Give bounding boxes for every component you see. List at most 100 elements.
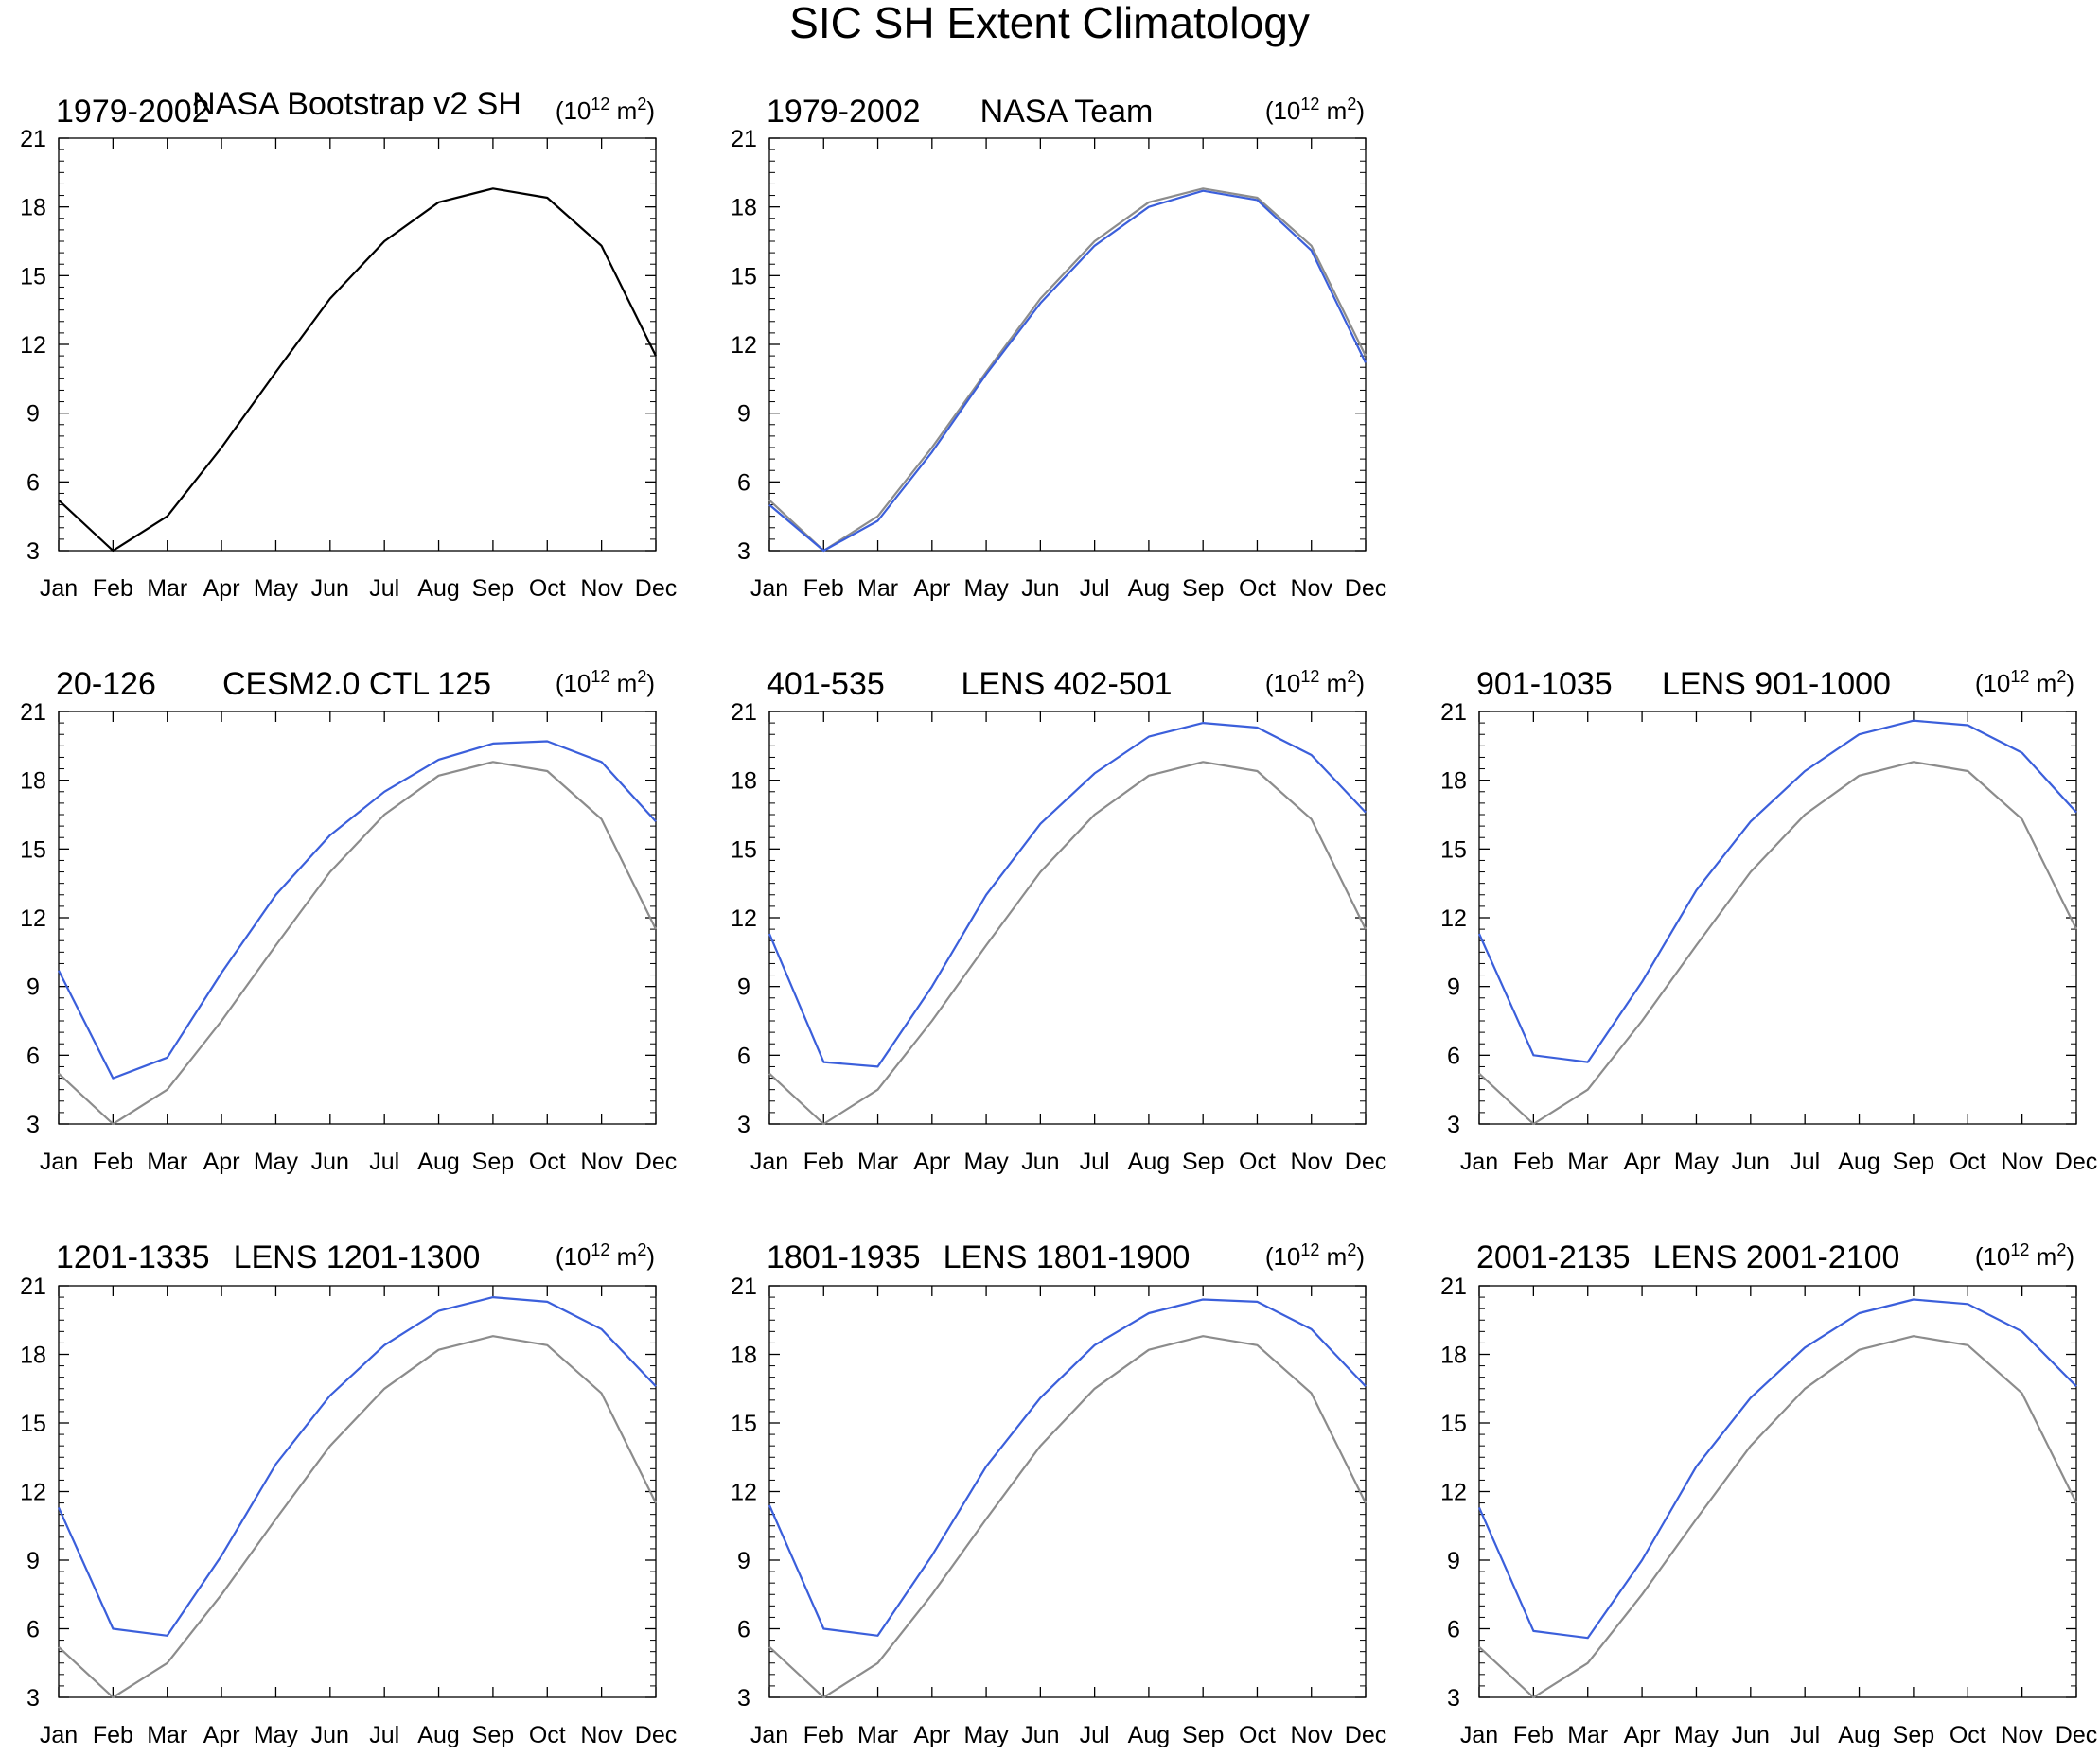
panel-2-xtick-label: Feb: [803, 575, 844, 602]
panel-3-ytick-label: 6: [26, 1043, 40, 1069]
panel-4-title: LENS 402-501: [961, 666, 1172, 702]
panel-1-xtick-label: Dec: [635, 575, 677, 602]
panel-5-xtick-label: Sep: [1893, 1149, 1934, 1175]
panel-1-ytick-label: 12: [20, 332, 46, 359]
panel-5-xtick-label: Nov: [2001, 1149, 2043, 1175]
panel-4-xtick-label: Apr: [913, 1149, 950, 1175]
panel-1-xtick-label: Jun: [311, 575, 349, 602]
panel-4-ytick-label: 15: [731, 836, 757, 863]
panel-2-xtick-label: May: [963, 575, 1009, 602]
panel-5-ytick-label: 21: [1440, 699, 1467, 726]
panel-4-xtick-label: Nov: [1290, 1149, 1332, 1175]
panel-5-xtick-label: Jul: [1790, 1149, 1820, 1175]
panel-3-title: CESM2.0 CTL 125: [222, 666, 491, 702]
panel-1-ytick-label: 6: [26, 469, 40, 496]
panel-1-xtick-label: May: [254, 575, 299, 602]
panel-7-xtick-label: Feb: [803, 1722, 844, 1748]
panel-3-period: 20-126: [56, 666, 156, 702]
panel-5-ytick-label: 9: [1447, 975, 1460, 1001]
panel-4-frame: [768, 711, 1367, 1125]
panel-7-series-lens-1801-1900: [768, 1298, 1367, 1637]
panel-6-ytick-label: 9: [26, 1548, 40, 1574]
panel-8-ytick-label: 6: [1447, 1617, 1460, 1643]
panel-8-xtick-label: Jul: [1790, 1722, 1820, 1748]
panel-1-xtick-label: Nov: [580, 575, 623, 602]
panel-5-series-lens-901-1000: [1477, 719, 2077, 1063]
panel-7-xtick-label: Jan: [750, 1722, 788, 1748]
panel-7-xtick-label: Apr: [913, 1722, 950, 1748]
panel-5-series-nasa-bootstrap-v2-sh: [1478, 761, 2077, 1126]
panel-2-xtick-label: Mar: [857, 575, 898, 602]
panel-3-ytick-label: 21: [20, 699, 46, 726]
panel-6-xtick-label: Mar: [147, 1722, 187, 1748]
panel-4-xtick-label: Sep: [1182, 1149, 1224, 1175]
figure-title: SIC SH Extent Climatology: [789, 0, 1310, 47]
panel-3-xtick-label: Nov: [580, 1149, 623, 1175]
panel-3-xtick-label: Aug: [417, 1149, 459, 1175]
panel-7-xtick-label: Jun: [1021, 1722, 1059, 1748]
panel-2-xtick-label: Jan: [750, 575, 788, 602]
panel-2-units: (1012 m2): [1265, 95, 1365, 125]
panel-7-xtick-label: Aug: [1128, 1722, 1170, 1748]
panel-2: 1979-2002 NASA Team (1012 m2) 3 6 9 12 15 18 2…: [731, 94, 1386, 602]
panel-1-xtick-label: Jan: [40, 575, 78, 602]
panel-5-xtick-label: Dec: [2056, 1149, 2097, 1175]
panel-6-units: (1012 m2): [556, 1240, 655, 1271]
panel-8: 2001-2135 LENS 2001-2100 (1012 m2) 3 6 9 12…: [1440, 1239, 2097, 1748]
panel-7-frame: [768, 1285, 1367, 1698]
panel-1-xtick-label: Sep: [472, 575, 514, 602]
panel-4-xtick-label: Mar: [857, 1149, 898, 1175]
panel-1-xtick-label: Jul: [369, 575, 399, 602]
panel-6-series-lens-1201-1300: [57, 1295, 657, 1637]
panel-8-units: (1012 m2): [1975, 1240, 2074, 1271]
panel-1-xtick-label: Aug: [417, 575, 459, 602]
panel-3-xtick-label: Oct: [529, 1149, 566, 1175]
panel-2-xtick-label: Nov: [1290, 575, 1332, 602]
panel-2-series-nasa-team: [768, 189, 1367, 553]
panel-1-ytick-label: 21: [20, 126, 46, 152]
panel-6-frame: [58, 1285, 657, 1698]
panel-6-ytick-label: 15: [20, 1411, 46, 1437]
panel-5-ytick-label: 6: [1447, 1043, 1460, 1069]
panel-7-series-nasa-bootstrap-v2-sh: [768, 1335, 1367, 1699]
panel-7-ytick-label: 21: [731, 1273, 757, 1300]
panel-6-xtick-label: Jul: [369, 1722, 399, 1748]
panel-4-xtick-label: Jun: [1021, 1149, 1059, 1175]
panel-6-xtick-label: Apr: [203, 1722, 240, 1748]
panel-4-xtick-label: Dec: [1345, 1149, 1386, 1175]
panel-1-frame: [58, 137, 657, 552]
panel-5-ytick-label: 18: [1440, 768, 1467, 795]
panel-5-ytick-label: 15: [1440, 836, 1467, 863]
panel-3-ytick-label: 9: [26, 975, 40, 1001]
panel-3-ytick-label: 12: [20, 905, 46, 932]
panel-8-series-nasa-bootstrap-v2-sh: [1478, 1335, 2077, 1699]
panel-5-xtick-label: Jan: [1460, 1149, 1498, 1175]
panel-3-series-cesm2-0-ctl-125: [58, 740, 657, 1080]
panel-8-ytick-label: 18: [1440, 1343, 1467, 1369]
panel-6-xtick-label: Jan: [40, 1722, 78, 1748]
panel-3-frame: [58, 711, 657, 1125]
panel-3: 20-126 CESM2.0 CTL 125 (1012 m2) 3 6 9 12 15…: [20, 666, 677, 1175]
panel-8-xtick-label: Dec: [2056, 1722, 2097, 1748]
panel-8-period: 2001-2135: [1476, 1239, 1631, 1275]
panel-7: 1801-1935 LENS 1801-1900 (1012 m2) 3 6 9 12…: [731, 1239, 1386, 1748]
panel-4-ytick-label: 3: [737, 1112, 750, 1138]
panel-8-xtick-label: Sep: [1893, 1722, 1934, 1748]
panel-3-xtick-label: Jul: [369, 1149, 399, 1175]
panel-3-series-nasa-bootstrap-v2-sh: [58, 761, 657, 1126]
panel-8-xtick-label: Aug: [1838, 1722, 1879, 1748]
panel-2-xtick-label: Jul: [1080, 575, 1110, 602]
panel-7-ytick-label: 15: [731, 1411, 757, 1437]
panel-5-xtick-label: Oct: [1950, 1149, 1986, 1175]
panel-2-xtick-label: Oct: [1239, 575, 1276, 602]
panel-3-xtick-label: Apr: [203, 1149, 240, 1175]
panel-6-ytick-label: 18: [20, 1343, 46, 1369]
panel-3-ytick-label: 3: [26, 1112, 40, 1138]
panel-2-series-nasa-bootstrap-v2-sh: [768, 187, 1367, 553]
panel-6: 1201-1335 LENS 1201-1300 (1012 m2) 3 6 9 12…: [20, 1239, 677, 1748]
panel-6-ytick-label: 12: [20, 1480, 46, 1506]
panel-7-title: LENS 1801-1900: [944, 1239, 1191, 1275]
panel-8-title: LENS 2001-2100: [1653, 1239, 1900, 1275]
panel-1-units: (1012 m2): [556, 95, 655, 125]
panel-3-xtick-label: Dec: [635, 1149, 677, 1175]
